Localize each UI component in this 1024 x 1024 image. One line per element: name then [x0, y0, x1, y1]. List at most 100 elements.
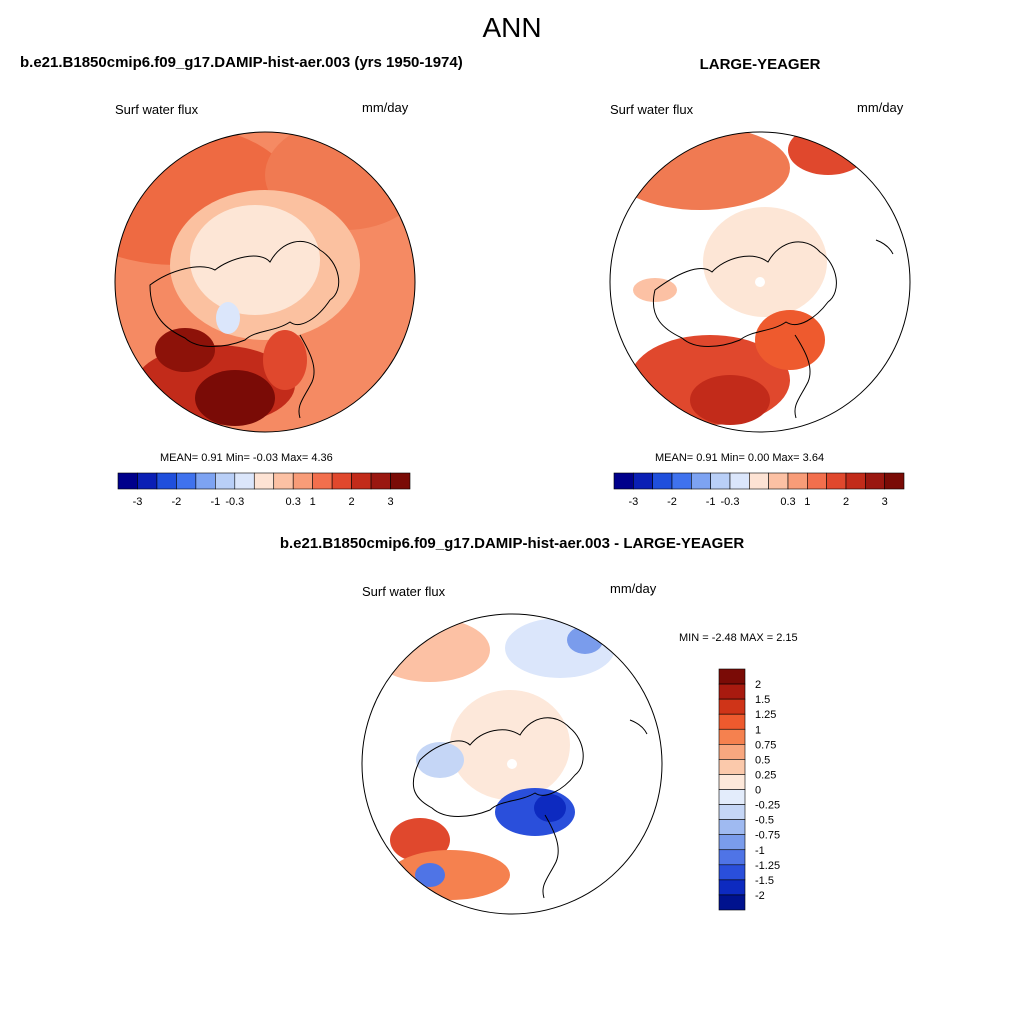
left-colorbar-tick-label: 1	[310, 496, 316, 508]
left-colorbar-box	[370, 472, 391, 490]
right-colorbar-box	[691, 472, 711, 490]
diff-colorbar-box	[718, 789, 746, 805]
left-colorbar-box	[331, 472, 352, 490]
diff-colorbar-tick-label: 0.25	[755, 769, 776, 781]
right-map-bering-band	[788, 132, 868, 175]
left-colorbar-box	[176, 472, 197, 490]
right-colorbar-box	[729, 472, 750, 490]
right-colorbar-box	[845, 472, 866, 490]
right-colorbar-tick-label: -1	[706, 496, 716, 508]
left-colorbar-tick-label: -1	[210, 496, 220, 508]
left-map-coastline	[149, 241, 340, 347]
diff-colorbar: 2 1.5 1.25 1 0.75 0.5 0.25 0 -0.25 -0.5 -0.75 -1 -1.…	[718, 668, 780, 911]
diff-colorbar-tick-label: -1.5	[755, 875, 774, 887]
left-colorbar-box	[312, 472, 333, 490]
right-map-scandinavia-coast	[794, 334, 811, 419]
diff-variable-label: Surf water flux	[362, 584, 446, 599]
right-colorbar-box	[633, 472, 653, 490]
left-map-greenland-neg	[216, 302, 240, 334]
right-colorbar-box	[671, 472, 692, 490]
left-colorbar-tick-label: -2	[172, 496, 182, 508]
diff-colorbar-box	[718, 683, 746, 700]
left-colorbar-box	[195, 472, 216, 490]
right-map-pacific-band	[610, 132, 790, 210]
right-map-coastline	[653, 241, 837, 347]
diff-colorbar-box	[718, 759, 746, 775]
diff-colorbar-box	[718, 698, 746, 715]
diff-polar-map	[361, 613, 663, 915]
left-map-arctic-core	[190, 205, 320, 315]
diff-colorbar-tick-label: -0.25	[755, 800, 780, 812]
right-colorbar-tick-label: 3	[882, 496, 888, 508]
diff-colorbar-box	[718, 668, 746, 685]
diff-map-pacific-band	[370, 618, 490, 682]
diff-colorbar-box	[718, 849, 746, 866]
diff-colorbar-tick-label: -0.75	[755, 830, 780, 842]
diff-colorbar-tick-label: 1.5	[755, 694, 770, 706]
left-colorbar-tick-label: -3	[133, 496, 143, 508]
diff-map-scandinavia-coast	[542, 814, 559, 899]
left-colorbar-tick-label: -0.3	[225, 496, 244, 508]
diff-colorbar-box	[718, 728, 746, 745]
figure-title: ANN	[482, 12, 542, 43]
left-polar-map	[114, 131, 416, 433]
left-colorbar-box	[390, 472, 411, 490]
right-colorbar-box	[749, 472, 769, 490]
diff-panel-title: b.e21.B1850cmip6.f09_g17.DAMIP-hist-aer.…	[279, 535, 745, 552]
left-panel-title: b.e21.B1850cmip6.f09_g17.DAMIP-hist-aer.…	[20, 54, 463, 71]
right-colorbar-tick-label: 2	[843, 496, 849, 508]
diff-units-label: mm/day	[610, 581, 657, 596]
left-colorbar-box	[234, 472, 255, 490]
diff-map-atlantic-neg-spot	[415, 863, 445, 887]
left-colorbar-box	[137, 472, 158, 490]
diff-map-outside-coast	[629, 719, 648, 735]
left-colorbar: -3 -2 -1 -0.3 0.3 1 2 3	[117, 472, 411, 508]
diff-colorbar-box	[718, 864, 746, 881]
diff-colorbar-box	[718, 894, 746, 911]
right-colorbar-tick-label: -0.3	[721, 496, 740, 508]
right-map-border	[609, 131, 911, 433]
right-polar-map	[609, 131, 911, 433]
left-map-labrador-max	[155, 328, 215, 372]
diff-colorbar-box	[718, 834, 746, 851]
right-colorbar-tick-label: 1	[804, 496, 810, 508]
right-map-outside-coast	[875, 239, 894, 255]
diff-colorbar-tick-label: 1.25	[755, 709, 776, 721]
right-variable-label: Surf water flux	[610, 102, 694, 117]
diff-colorbar-tick-label: -1	[755, 845, 765, 857]
right-map-pole-hole	[755, 277, 765, 287]
right-colorbar-box	[710, 472, 731, 490]
right-units-label: mm/day	[857, 100, 904, 115]
diff-colorbar-tick-label: 0	[755, 785, 761, 797]
diff-colorbar-box	[718, 774, 746, 790]
left-colorbar-tick-label: 0.3	[286, 496, 301, 508]
left-colorbar-tick-label: 3	[387, 496, 393, 508]
diff-map-border	[361, 613, 663, 915]
diff-map-atlantic-pos	[390, 850, 510, 900]
diff-colorbar-box	[718, 879, 746, 896]
left-colorbar-box	[117, 472, 138, 490]
diff-colorbar-tick-label: 2	[755, 679, 761, 691]
right-colorbar-tick-label: 0.3	[780, 496, 795, 508]
left-map-scandinavia-coast	[298, 334, 315, 419]
diff-colorbar-tick-label: -2	[755, 890, 765, 902]
left-map-border	[114, 131, 416, 433]
diff-map-arctic-core	[450, 690, 570, 800]
left-units-label: mm/day	[362, 100, 409, 115]
right-map-atlantic-max	[690, 375, 770, 425]
right-colorbar-box	[884, 472, 905, 490]
left-colorbar-box	[253, 472, 275, 490]
left-colorbar-box	[156, 472, 177, 490]
right-colorbar-tick-label: -2	[667, 496, 677, 508]
diff-map-coastline	[412, 717, 584, 817]
left-colorbar-tick-label: 2	[349, 496, 355, 508]
left-map-atlantic-max	[195, 370, 275, 426]
left-colorbar-box	[215, 472, 236, 490]
diff-map-baffin-neg	[416, 742, 464, 778]
diff-colorbar-tick-label: 0.5	[755, 754, 770, 766]
left-colorbar-box	[351, 472, 372, 490]
right-map-norway-band	[755, 310, 825, 370]
right-colorbar-box	[807, 472, 827, 490]
right-colorbar-box	[768, 472, 789, 490]
diff-colorbar-tick-label: -1.25	[755, 860, 780, 872]
